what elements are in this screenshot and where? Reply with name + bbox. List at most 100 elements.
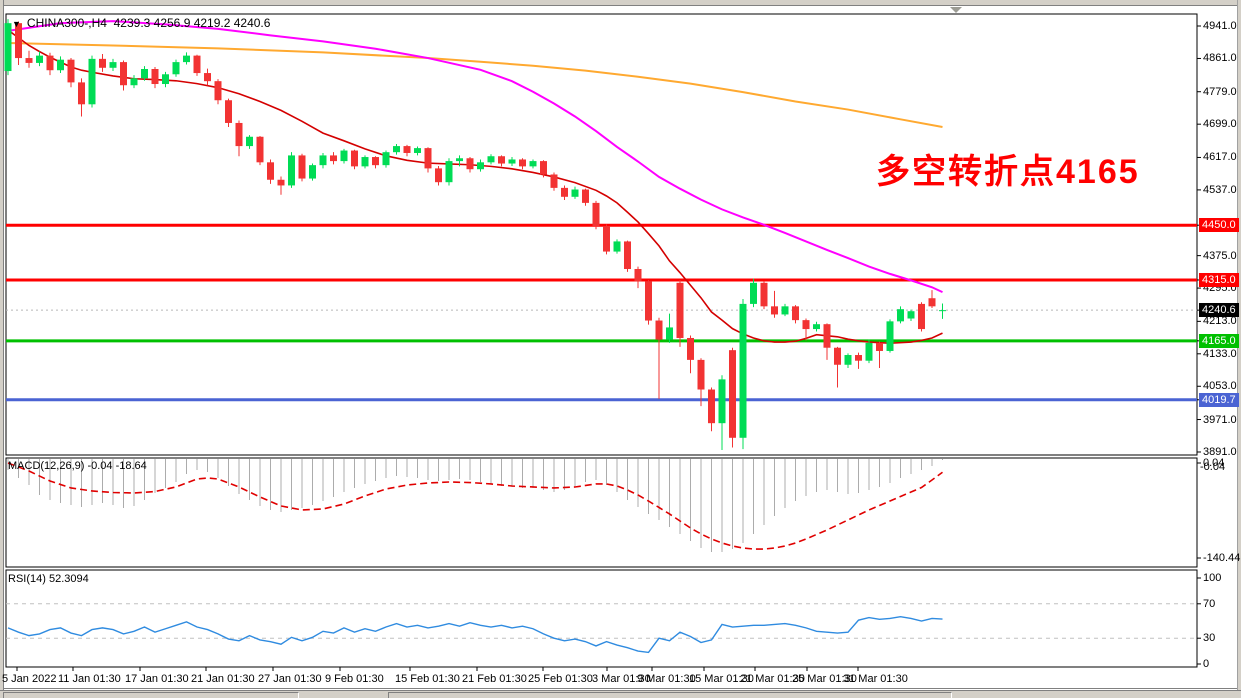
candle-bear (235, 122, 243, 147)
y-axis-label: 4213.0 (1203, 315, 1237, 328)
x-axis-label: 17 Jan 01:30 (125, 673, 189, 685)
candle-bear (466, 158, 474, 170)
candle-bull (309, 165, 316, 179)
x-axis-label: 9 Feb 01:30 (325, 673, 384, 685)
x-axis-label: 31 Mar 01:30 (843, 673, 908, 685)
candle-bear (603, 226, 610, 252)
candle-bear (802, 320, 810, 330)
y-axis-label: 4779.0 (1203, 85, 1237, 98)
candle-bear (708, 389, 715, 424)
status-panel-left (3, 692, 299, 698)
candle-bear (792, 306, 799, 321)
candle-bear (298, 155, 306, 179)
x-axis-label: 5 Jan 2022 (2, 673, 57, 685)
candle-bear (78, 82, 85, 105)
rsi-axis-label: 30 (1203, 632, 1216, 645)
candle-bull (246, 136, 253, 147)
macd-histogram (7, 459, 943, 552)
x-axis-label: 11 Jan 01:30 (58, 673, 121, 685)
y-axis-label: 4941.0 (1203, 20, 1237, 32)
candle-bull (445, 161, 453, 183)
candle-bull (477, 162, 484, 170)
candle-bear (204, 73, 211, 82)
candle-bull (130, 78, 138, 86)
candle-bear (540, 161, 547, 175)
rsi-axis-label: 0 (1203, 658, 1210, 670)
candle-bear (46, 55, 54, 71)
y-axis-label: 4699.0 (1203, 118, 1237, 131)
candle-bull (393, 146, 400, 153)
candle-bull (750, 282, 757, 304)
candle-bear (561, 187, 568, 197)
chevron-down-icon[interactable]: ▼ (12, 19, 21, 29)
candle-bull (414, 148, 421, 153)
candle-bear (582, 189, 589, 203)
x-axis-label: 15 Feb 01:30 (395, 673, 460, 685)
rsi-panel-border (5, 569, 1198, 668)
candle-bear (67, 59, 75, 83)
candle-bull (340, 150, 348, 162)
candle-bear (771, 306, 778, 315)
candle-bear (592, 202, 600, 227)
candle-bull (382, 152, 390, 166)
candle-bull (508, 159, 516, 164)
candle-bear (834, 347, 841, 365)
price-line-badge[interactable]: 4450.0 (1199, 218, 1239, 233)
candle-bull (88, 58, 96, 105)
price-line-badge[interactable]: 4315.0 (1199, 272, 1239, 287)
candle-bear (225, 100, 232, 123)
current-price-badge: 4240.6 (1199, 303, 1239, 318)
candle-bear (918, 303, 925, 330)
x-axis-label: 27 Jan 01:30 (258, 673, 322, 685)
candle-bear (634, 269, 642, 282)
macd-panel-border (5, 457, 1198, 568)
candle-bull (844, 355, 852, 365)
candle-bull (162, 74, 169, 85)
candle-bear (498, 156, 505, 164)
y-axis-label: 4617.0 (1203, 151, 1237, 164)
candle-bear (876, 342, 883, 351)
candle-bear (15, 23, 22, 59)
x-axis-label: 21 Mar 01:30 (740, 673, 805, 685)
main-panel-border[interactable] (5, 13, 1198, 456)
chart-shift-marker-icon[interactable] (950, 7, 962, 13)
y-axis-label: 4133.0 (1203, 347, 1237, 360)
ma-magenta-line (7, 20, 943, 294)
candle-bear (372, 157, 379, 166)
candle-bear (151, 69, 159, 85)
candle-bull (939, 310, 946, 312)
rsi-indicator-label: RSI(14) 52.3094 (8, 573, 89, 585)
window-left-frame (0, 0, 4, 690)
candle-bear (624, 241, 631, 270)
x-axis-label: 25 Mar 01:30 (792, 673, 857, 685)
candle-bull (529, 161, 537, 167)
candle-bull (571, 189, 579, 197)
candle-bear (655, 320, 663, 340)
candle-bear (550, 174, 558, 188)
status-bar (0, 690, 1241, 698)
candle-bull (886, 321, 894, 351)
window-top-frame (0, 0, 1241, 6)
x-axis-label: 3 Mar 01:30 (592, 673, 651, 685)
candle-bear (267, 162, 274, 180)
annotation-text[interactable]: 多空转折点4165 (876, 153, 1140, 191)
x-axis-label: 21 Feb 01:30 (462, 673, 527, 685)
candle-bear (403, 146, 411, 153)
candle-bull (141, 69, 148, 79)
candle-bull (319, 155, 327, 166)
candle-bear (277, 179, 285, 186)
candle-bear (214, 81, 222, 101)
candle-bear (435, 168, 442, 183)
price-line-badge[interactable]: 4019.7 (1199, 392, 1239, 407)
ma-orange-line (7, 42, 943, 129)
candle-bull (907, 311, 915, 319)
candle-bull (172, 62, 180, 75)
price-line-badge[interactable]: 4165.0 (1199, 333, 1239, 348)
candle-bear (99, 58, 106, 68)
x-axis-label: 9 Mar 01:30 (637, 673, 696, 685)
candle-bear (25, 58, 33, 63)
candle-bull (183, 55, 190, 63)
candle-bull (361, 157, 369, 167)
candle-bull (865, 342, 873, 361)
